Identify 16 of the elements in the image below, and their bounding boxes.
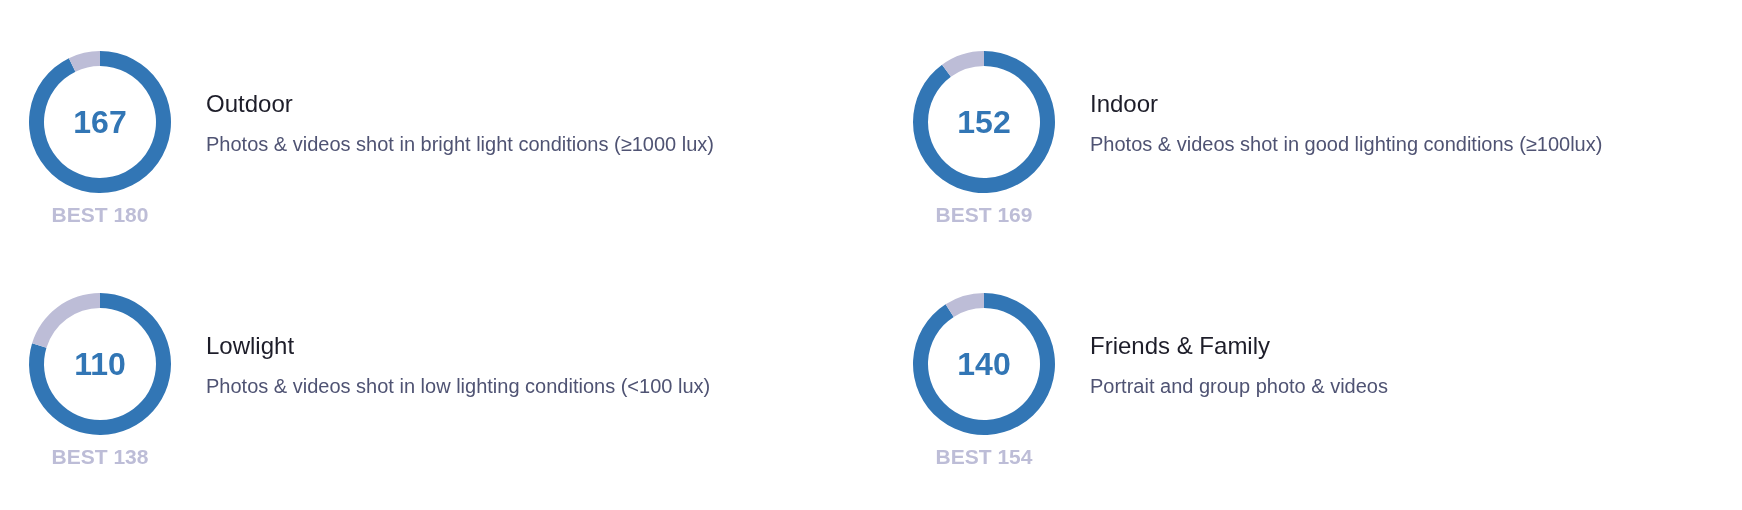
text: BEST 180	[51, 203, 149, 226]
data-label: 110	[74, 346, 126, 382]
data-label: 140	[957, 346, 1011, 382]
text: Friends & Family	[1090, 331, 1271, 359]
text: BEST 169	[935, 203, 1033, 226]
text: Photos & videos shot in good lighting conditions (≥100lux)	[1090, 133, 1603, 155]
text: Indoor	[1090, 89, 1159, 117]
text: Outdoor	[206, 89, 293, 117]
text: Portrait and group photo & videos	[1090, 375, 1388, 397]
text: Photos & videos shot in low lighting conditions (<100 lux)	[206, 375, 711, 397]
text: Photos & videos shot in bright light conditions (≥1000 lux)	[206, 133, 714, 155]
text: Lowlight	[206, 331, 295, 359]
data-label: 167	[73, 104, 127, 140]
data-label: 152	[957, 104, 1011, 140]
text: BEST 138	[51, 445, 149, 468]
text: BEST 154	[935, 445, 1033, 468]
